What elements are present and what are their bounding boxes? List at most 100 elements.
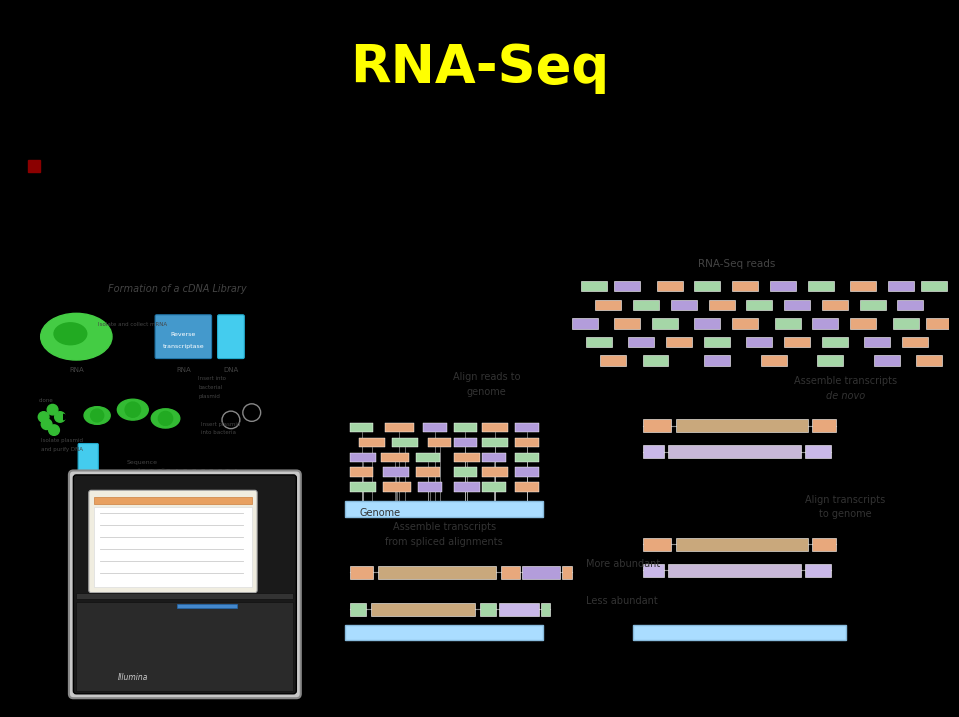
Bar xyxy=(600,355,626,366)
Circle shape xyxy=(47,404,58,415)
Bar xyxy=(643,564,664,576)
Text: Align transcripts: Align transcripts xyxy=(806,495,886,505)
Bar xyxy=(501,566,520,579)
Bar xyxy=(746,300,772,310)
Bar xyxy=(350,483,376,492)
Circle shape xyxy=(55,412,65,422)
Bar xyxy=(350,602,366,616)
Bar xyxy=(760,355,786,366)
Bar xyxy=(94,497,251,505)
Text: clone: clone xyxy=(39,399,54,404)
Bar xyxy=(177,604,237,608)
Bar xyxy=(733,281,759,292)
Circle shape xyxy=(41,419,52,429)
FancyBboxPatch shape xyxy=(155,315,212,358)
Bar xyxy=(428,438,452,447)
Bar xyxy=(917,355,943,366)
Bar xyxy=(643,445,664,458)
Bar xyxy=(704,355,730,366)
Text: plasmid: plasmid xyxy=(199,394,221,399)
Text: Insert plasmid: Insert plasmid xyxy=(201,422,241,427)
Text: Assemble transcripts: Assemble transcripts xyxy=(392,523,496,533)
Text: Illumina: Illumina xyxy=(118,673,149,682)
Text: Assemble transcripts: Assemble transcripts xyxy=(794,376,897,386)
Circle shape xyxy=(90,409,104,422)
Bar xyxy=(925,318,951,328)
Bar xyxy=(482,452,505,462)
Bar xyxy=(77,602,293,691)
Bar xyxy=(902,337,928,347)
Bar xyxy=(383,467,409,477)
Bar xyxy=(614,281,641,292)
Text: intero trascrittoma, cioè dalla retro-trascrizione di tutto l’RNA in cDNA di un : intero trascrittoma, cioè dalla retro-tr… xyxy=(48,189,926,209)
Text: Isolate plasmid: Isolate plasmid xyxy=(40,438,82,443)
Bar xyxy=(806,564,831,576)
Text: genome: genome xyxy=(467,387,506,397)
Text: transcriptase: transcriptase xyxy=(162,344,204,349)
Bar xyxy=(541,602,550,616)
Bar xyxy=(360,438,386,447)
Bar xyxy=(454,467,478,477)
Text: RNA: RNA xyxy=(176,366,191,373)
Bar xyxy=(822,300,848,310)
Bar xyxy=(784,300,810,310)
Bar xyxy=(675,538,807,551)
Bar xyxy=(581,281,607,292)
Bar xyxy=(671,300,697,310)
Bar xyxy=(628,337,654,347)
Circle shape xyxy=(125,402,141,417)
Bar xyxy=(851,318,877,328)
Text: cDNA: cDNA xyxy=(79,489,98,495)
Text: to genome: to genome xyxy=(819,510,872,519)
Ellipse shape xyxy=(54,323,86,345)
Bar xyxy=(572,318,597,328)
Text: Less abundant: Less abundant xyxy=(586,597,658,607)
Text: Sono sequenze di lughezza tra 50-150 bp che derivano dal sequenziamento shotgun : Sono sequenze di lughezza tra 50-150 bp … xyxy=(48,161,959,179)
FancyBboxPatch shape xyxy=(89,490,257,593)
Bar xyxy=(482,423,508,432)
Bar xyxy=(694,281,720,292)
Bar xyxy=(859,300,886,310)
Circle shape xyxy=(158,412,173,425)
Bar xyxy=(515,467,539,477)
Text: Sequence: Sequence xyxy=(127,460,158,465)
FancyBboxPatch shape xyxy=(633,625,846,640)
Bar xyxy=(817,355,843,366)
Text: RNA-Seq reads: RNA-Seq reads xyxy=(698,260,776,270)
Bar xyxy=(704,337,730,347)
Bar xyxy=(770,281,796,292)
Bar xyxy=(454,423,478,432)
Text: Isolate and collect mRNA: Isolate and collect mRNA xyxy=(98,323,168,328)
Bar xyxy=(668,445,801,458)
Bar xyxy=(350,566,373,579)
Bar xyxy=(675,419,807,432)
Bar xyxy=(586,337,612,347)
Bar xyxy=(482,438,508,447)
Bar xyxy=(418,483,442,492)
Bar xyxy=(864,337,890,347)
Bar xyxy=(480,602,496,616)
Text: and purify DNA: and purify DNA xyxy=(40,447,82,452)
Bar xyxy=(806,445,831,458)
FancyBboxPatch shape xyxy=(73,475,296,694)
Bar xyxy=(28,161,40,173)
Bar xyxy=(350,452,376,462)
Text: DNA: DNA xyxy=(223,366,239,373)
Bar xyxy=(874,355,900,366)
Bar xyxy=(709,300,735,310)
Bar xyxy=(596,300,621,310)
FancyBboxPatch shape xyxy=(69,470,301,698)
Text: RNA-Seq: RNA-Seq xyxy=(350,42,609,94)
Ellipse shape xyxy=(84,407,110,424)
Text: from spliced alignments: from spliced alignments xyxy=(386,537,503,547)
Bar xyxy=(423,423,447,432)
Bar xyxy=(633,300,659,310)
Ellipse shape xyxy=(117,399,149,420)
Text: RNA: RNA xyxy=(69,366,83,373)
Bar xyxy=(775,318,801,328)
Text: momento cellulare, poi spezzato e sequenziato con tecnologie NGS.: momento cellulare, poi spezzato e sequen… xyxy=(48,217,736,235)
Bar xyxy=(482,483,505,492)
Bar xyxy=(77,593,293,599)
Bar xyxy=(807,281,833,292)
Bar xyxy=(657,281,683,292)
